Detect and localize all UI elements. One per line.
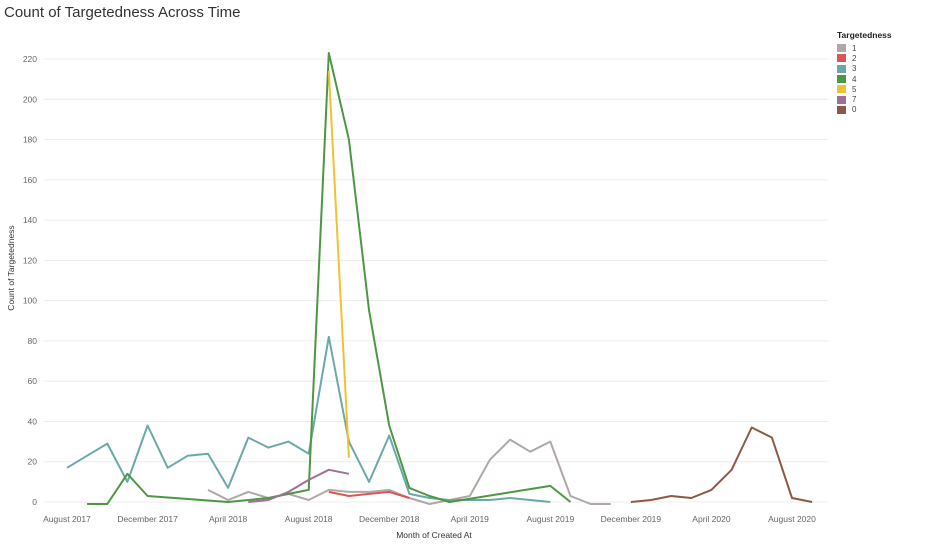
series-line-2[interactable] (328, 490, 410, 499)
x-tick-label: December 2018 (359, 514, 420, 524)
y-tick-label: 120 (23, 255, 37, 265)
legend-label: 1 (852, 43, 857, 53)
y-tick-label: 140 (23, 215, 37, 225)
x-tick-label: April 2018 (209, 514, 248, 524)
series-line-3[interactable] (66, 335, 551, 503)
y-tick-label: 20 (28, 457, 38, 467)
legend-label: 2 (852, 53, 857, 63)
legend-item-2[interactable]: 2 (837, 53, 892, 63)
x-tick-label: August 2017 (43, 514, 91, 524)
legend-item-1[interactable]: 1 (837, 43, 892, 53)
series-line-7[interactable] (248, 468, 350, 503)
y-tick-label: 160 (23, 175, 37, 185)
legend-swatch (837, 54, 846, 63)
legend-label: 4 (852, 74, 857, 84)
x-axis-title: Month of Created At (396, 530, 472, 540)
x-tick-label: April 2020 (692, 514, 731, 524)
x-tick-label: August 2020 (768, 514, 816, 524)
x-tick-label: December 2017 (117, 514, 178, 524)
legend-swatch (837, 75, 846, 84)
x-tick-label: August 2018 (285, 514, 333, 524)
y-tick-label: 60 (28, 376, 38, 386)
y-tick-label: 0 (32, 497, 37, 507)
series-line-4[interactable] (87, 52, 572, 505)
legend-label: 5 (852, 84, 857, 94)
legend-item-4[interactable]: 4 (837, 74, 892, 84)
x-tick-label: December 2019 (601, 514, 662, 524)
legend-swatch (837, 44, 846, 53)
y-tick-label: 180 (23, 135, 37, 145)
y-tick-label: 100 (23, 296, 37, 306)
legend-item-0[interactable]: 0 (837, 105, 892, 115)
legend-label: 0 (852, 105, 857, 115)
legend-title: Targetedness (837, 30, 892, 40)
legend-label: 7 (852, 95, 857, 105)
series-line-5[interactable] (327, 71, 350, 458)
legend-item-3[interactable]: 3 (837, 64, 892, 74)
chart-title: Count of Targetedness Across Time (4, 4, 241, 21)
legend-item-5[interactable]: 5 (837, 84, 892, 94)
x-tick-label: August 2019 (526, 514, 574, 524)
legend-swatch (837, 105, 846, 114)
y-tick-label: 80 (28, 336, 38, 346)
legend-label: 3 (852, 64, 857, 74)
legend-swatch (837, 95, 846, 104)
legend-item-7[interactable]: 7 (837, 94, 892, 104)
y-tick-label: 200 (23, 94, 37, 104)
y-tick-label: 220 (23, 54, 37, 64)
legend-swatch (837, 85, 846, 94)
series-line-0[interactable] (630, 426, 813, 503)
y-tick-label: 40 (28, 416, 38, 426)
y-axis-title: Count of Targetedness (6, 225, 16, 310)
x-tick-label: April 2019 (451, 514, 490, 524)
legend-swatch (837, 64, 846, 73)
